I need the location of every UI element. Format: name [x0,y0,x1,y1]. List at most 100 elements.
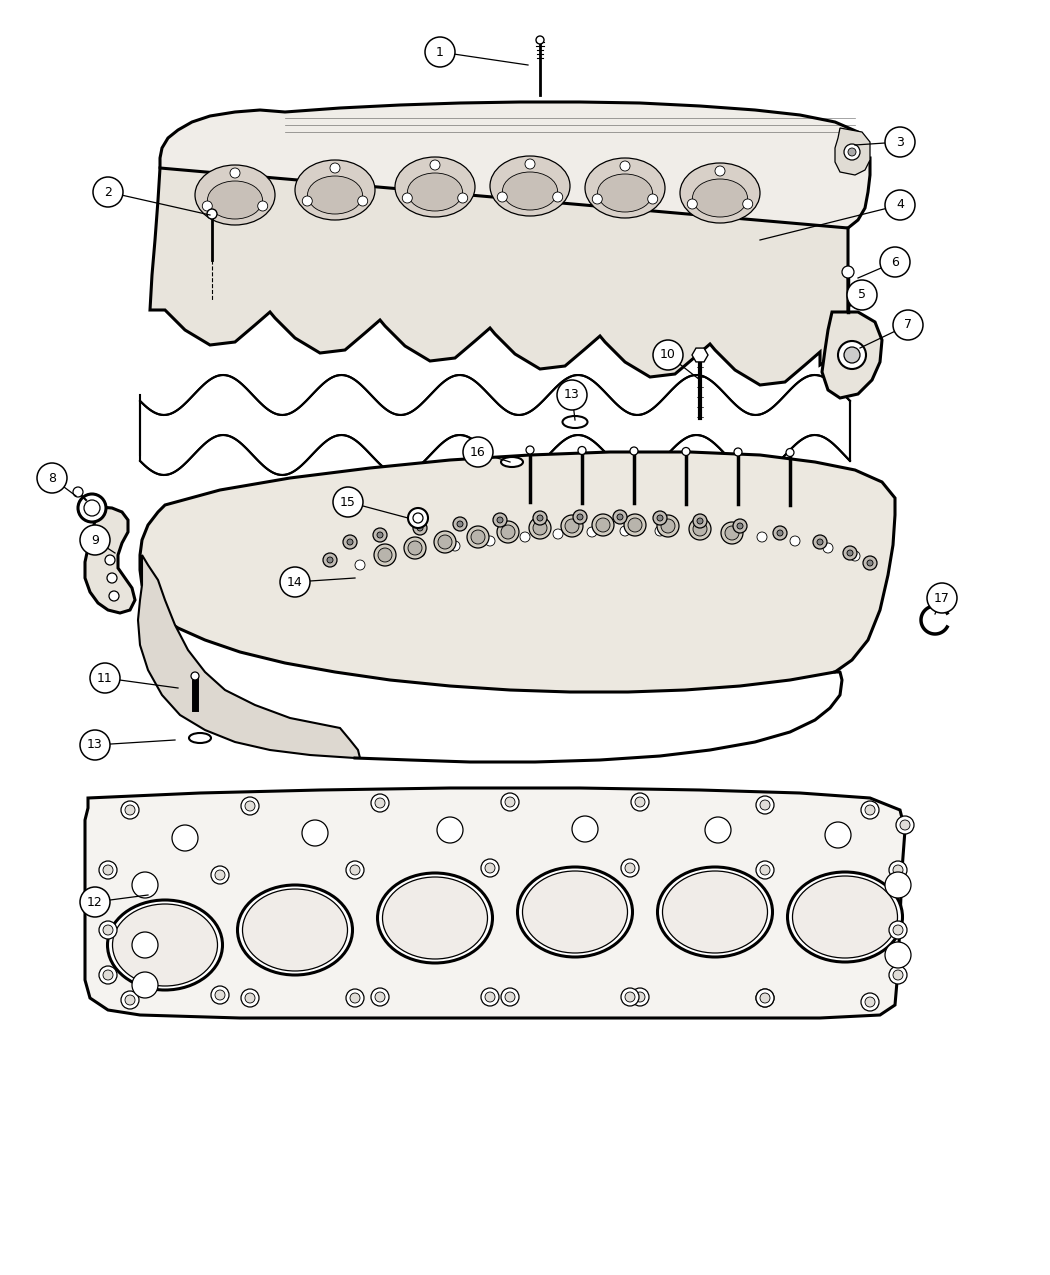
Ellipse shape [243,889,348,972]
Circle shape [863,556,877,570]
Circle shape [621,988,639,1006]
Circle shape [346,539,353,544]
Circle shape [682,448,690,455]
Ellipse shape [597,173,652,212]
Circle shape [842,266,854,278]
Circle shape [880,247,910,277]
Polygon shape [150,168,848,385]
Circle shape [628,518,642,532]
Circle shape [529,516,551,539]
Circle shape [723,529,733,539]
Circle shape [927,583,957,613]
Circle shape [565,519,579,533]
Circle shape [245,801,255,811]
Circle shape [404,537,426,558]
Circle shape [885,190,915,221]
Circle shape [132,932,158,958]
Circle shape [653,511,667,525]
Circle shape [103,864,113,875]
Circle shape [457,521,463,527]
Ellipse shape [378,873,492,963]
Circle shape [211,866,229,884]
Ellipse shape [237,885,353,975]
Circle shape [375,992,385,1002]
Circle shape [756,989,774,1007]
Circle shape [371,794,388,812]
Circle shape [596,518,610,532]
Circle shape [844,144,860,159]
Circle shape [453,516,467,530]
Circle shape [635,992,645,1002]
Text: 12: 12 [87,895,103,909]
Circle shape [242,797,259,815]
Circle shape [617,514,623,520]
Circle shape [302,196,312,207]
Circle shape [631,988,649,1006]
Circle shape [892,310,923,340]
Circle shape [653,340,682,370]
Circle shape [715,166,724,176]
Circle shape [408,541,422,555]
Text: 17: 17 [934,592,950,604]
Circle shape [648,194,657,204]
Polygon shape [160,102,870,249]
Circle shape [350,864,360,875]
Circle shape [505,992,514,1002]
Circle shape [434,530,456,553]
Circle shape [485,536,495,546]
Ellipse shape [657,867,773,958]
Ellipse shape [585,158,665,218]
Circle shape [505,797,514,807]
Circle shape [838,340,866,368]
Circle shape [847,280,877,310]
Circle shape [760,799,770,810]
Circle shape [481,988,499,1006]
Circle shape [355,560,365,570]
Circle shape [78,493,106,521]
Circle shape [896,816,914,834]
Circle shape [657,515,663,521]
Circle shape [302,820,328,847]
Polygon shape [138,555,360,759]
Text: 5: 5 [858,288,866,301]
Circle shape [417,525,423,530]
Circle shape [245,993,255,1003]
Ellipse shape [208,181,262,219]
Circle shape [93,177,123,207]
Circle shape [861,801,879,819]
Circle shape [330,163,340,173]
Ellipse shape [382,877,487,959]
Text: 9: 9 [91,533,99,547]
Circle shape [350,993,360,1003]
Circle shape [494,513,507,527]
Circle shape [121,801,139,819]
Ellipse shape [195,164,275,224]
Text: 14: 14 [287,575,302,589]
Circle shape [733,519,747,533]
Circle shape [526,446,534,454]
Circle shape [485,863,495,873]
Circle shape [553,529,563,539]
Circle shape [786,449,794,456]
Circle shape [378,548,392,562]
Circle shape [207,209,217,219]
Circle shape [132,972,158,998]
Circle shape [573,510,587,524]
Circle shape [592,514,614,536]
Circle shape [773,527,788,541]
Ellipse shape [490,156,570,215]
Circle shape [885,128,915,157]
Circle shape [592,194,603,204]
Circle shape [861,993,879,1011]
Text: 16: 16 [470,445,486,459]
Circle shape [437,817,463,843]
Circle shape [463,437,494,467]
Ellipse shape [523,871,628,952]
Circle shape [889,921,907,938]
Circle shape [724,527,739,541]
Circle shape [621,859,639,877]
Ellipse shape [189,733,211,743]
Circle shape [373,528,387,542]
Circle shape [377,532,383,538]
Circle shape [867,560,873,566]
